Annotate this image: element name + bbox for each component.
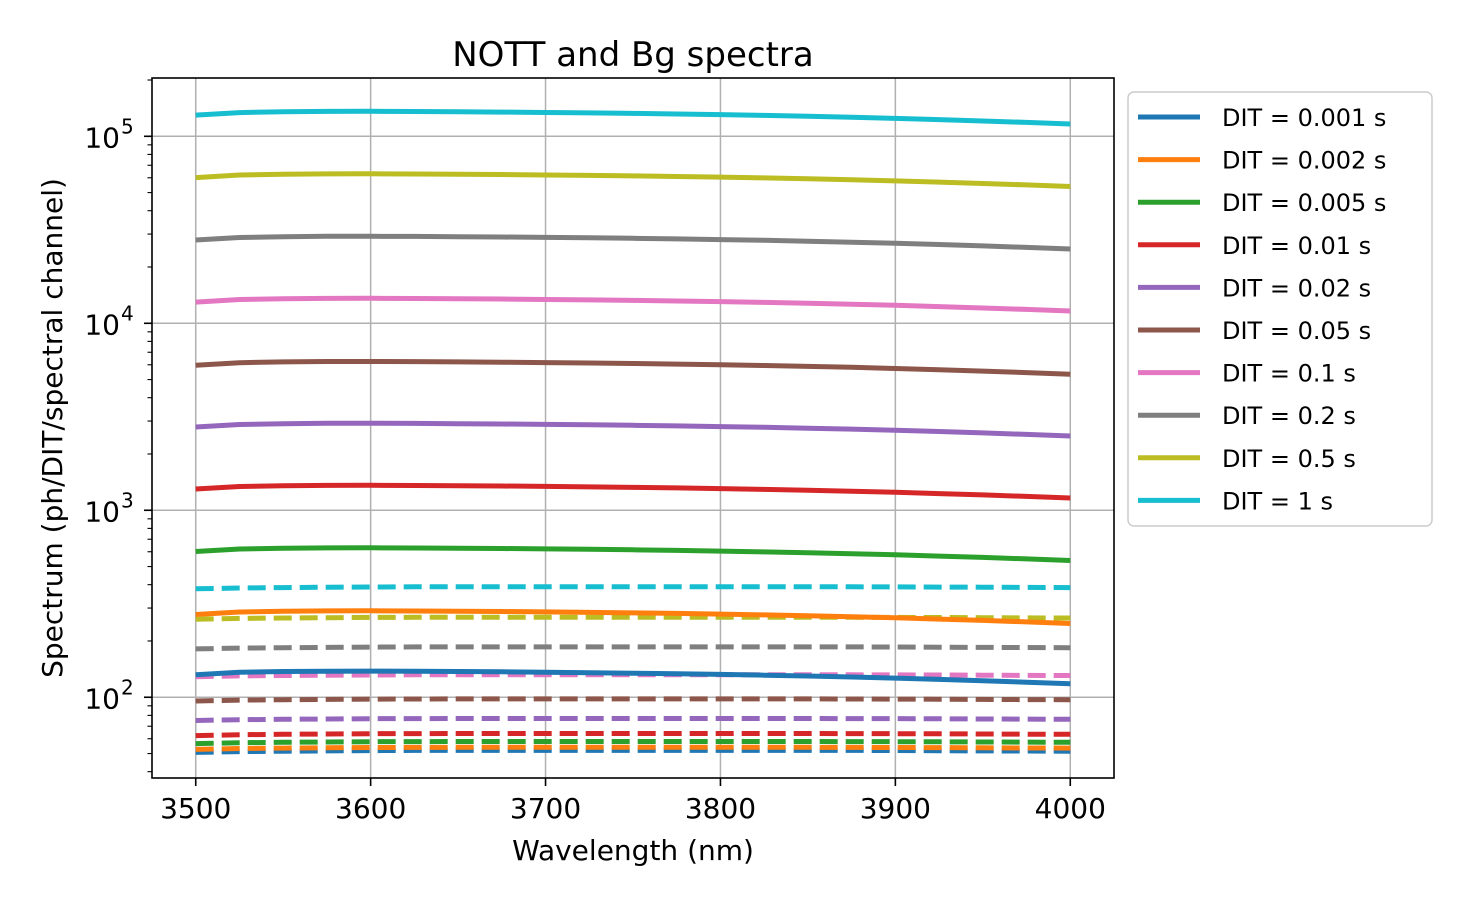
x-tick-label: 3900 <box>860 792 931 825</box>
legend-label: DIT = 0.5 s <box>1222 445 1356 473</box>
nott-series-line <box>195 359 1071 377</box>
legend-label: DIT = 0.005 s <box>1222 189 1386 217</box>
nott-series-line <box>195 482 1071 501</box>
y-tick-exponent: 3 <box>121 488 134 512</box>
legend-label: DIT = 0.2 s <box>1222 402 1356 430</box>
legend-label: DIT = 1 s <box>1222 487 1333 515</box>
legend-label: DIT = 0.02 s <box>1222 274 1371 302</box>
nott-series-line <box>195 545 1071 563</box>
legend-label: DIT = 0.1 s <box>1222 360 1356 388</box>
y-tick-exponent: 5 <box>121 114 134 138</box>
bg-series-line <box>195 716 1071 723</box>
nott-series-line <box>195 420 1071 439</box>
y-tick-label: 10 <box>84 308 120 341</box>
x-tick-label: 3600 <box>335 792 406 825</box>
nott-series-line <box>195 171 1071 189</box>
legend-label: DIT = 0.001 s <box>1222 104 1386 132</box>
plot-frame <box>151 77 1115 779</box>
bg-series-line <box>195 744 1071 752</box>
legend-box <box>1127 91 1433 527</box>
legend-label: DIT = 0.002 s <box>1222 147 1386 175</box>
legend: DIT = 0.001 s DIT = 0.002 s DIT = 0.005 s D… <box>1127 91 1433 527</box>
bg-series-line <box>195 696 1071 704</box>
y-tick-exponent: 4 <box>121 301 134 325</box>
bg-series-line <box>195 739 1071 747</box>
nott-series-line <box>195 233 1071 252</box>
x-tick-label: 3800 <box>685 792 756 825</box>
y-axis-label: Spectrum (ph/DIT/spectral channel) <box>36 178 69 678</box>
legend-label: DIT = 0.05 s <box>1222 317 1371 345</box>
chart-title: NOTT and Bg spectra <box>452 35 813 75</box>
bg-series-line <box>195 644 1071 652</box>
bg-series-line <box>195 672 1071 680</box>
nott-series-line <box>195 608 1071 626</box>
bg-series-line <box>195 747 1071 755</box>
x-axis-ticks: 3500 3600 3700 3800 3900 4000 <box>160 778 1106 825</box>
x-tick-label: 3500 <box>160 792 231 825</box>
legend-label: DIT = 0.01 s <box>1222 232 1371 260</box>
nott-series-line <box>195 108 1071 127</box>
x-tick-label: 4000 <box>1035 792 1106 825</box>
nott-series-line <box>195 668 1071 687</box>
y-tick-label: 10 <box>84 121 120 154</box>
y-tick-label: 10 <box>84 495 120 528</box>
bg-series-line <box>195 584 1071 592</box>
bg-series-line <box>195 731 1071 739</box>
x-tick-label: 3700 <box>510 792 581 825</box>
plot-area <box>152 78 1114 778</box>
x-axis-label: Wavelength (nm) <box>512 834 754 867</box>
nott-solid-lines <box>195 108 1071 687</box>
y-tick-exponent: 2 <box>121 675 134 699</box>
nott-series-line <box>195 295 1071 314</box>
y-tick-label: 10 <box>84 682 120 715</box>
